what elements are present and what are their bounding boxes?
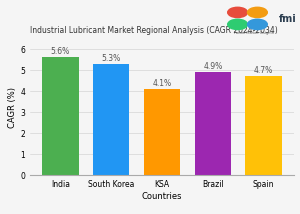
Circle shape bbox=[228, 7, 247, 18]
Bar bbox=[42, 58, 79, 175]
Circle shape bbox=[248, 7, 267, 18]
Bar bbox=[144, 89, 180, 175]
Bar bbox=[194, 72, 231, 175]
Text: 4.9%: 4.9% bbox=[203, 62, 223, 71]
Circle shape bbox=[228, 19, 247, 30]
Text: 5.6%: 5.6% bbox=[51, 47, 70, 56]
Y-axis label: CAGR (%): CAGR (%) bbox=[8, 86, 17, 128]
Text: Future Market Insights: Future Market Insights bbox=[234, 31, 274, 35]
Text: fmi: fmi bbox=[278, 14, 296, 24]
Circle shape bbox=[248, 19, 267, 30]
X-axis label: Countries: Countries bbox=[142, 192, 182, 201]
Bar bbox=[245, 76, 282, 175]
Text: 4.1%: 4.1% bbox=[152, 79, 172, 88]
Text: 5.3%: 5.3% bbox=[101, 54, 121, 62]
Bar bbox=[93, 64, 130, 175]
Text: 4.7%: 4.7% bbox=[254, 66, 273, 75]
Text: Industrial Lubricant Market Regional Analysis (CAGR 2024-2034): Industrial Lubricant Market Regional Ana… bbox=[30, 26, 278, 35]
